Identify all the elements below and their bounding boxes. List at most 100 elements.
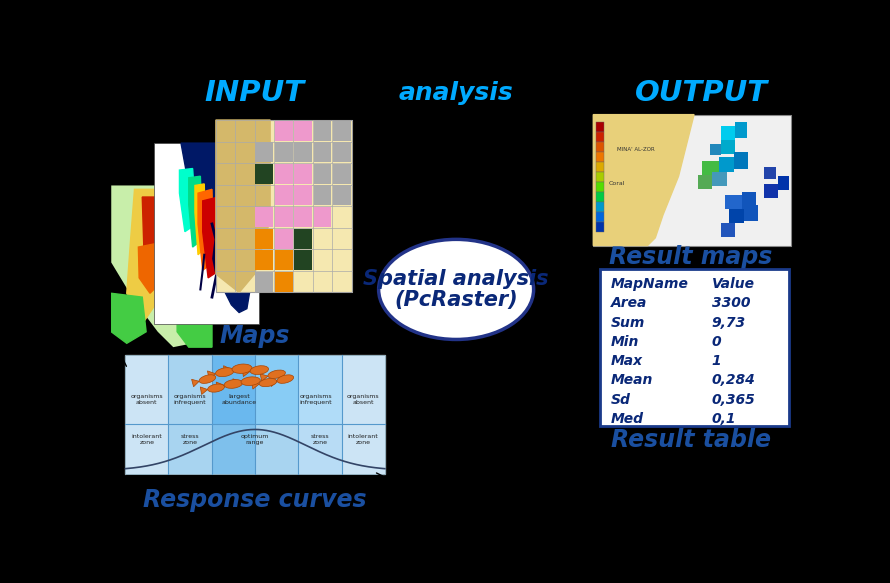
FancyBboxPatch shape xyxy=(295,185,312,205)
Polygon shape xyxy=(203,197,220,278)
FancyBboxPatch shape xyxy=(295,229,312,248)
Polygon shape xyxy=(181,143,258,312)
Text: 0,284: 0,284 xyxy=(712,373,756,387)
Polygon shape xyxy=(126,189,174,324)
Text: Response curves: Response curves xyxy=(142,487,367,512)
FancyBboxPatch shape xyxy=(313,142,331,162)
Polygon shape xyxy=(270,379,277,387)
FancyBboxPatch shape xyxy=(729,209,744,223)
FancyBboxPatch shape xyxy=(719,157,734,173)
FancyBboxPatch shape xyxy=(764,167,776,180)
FancyBboxPatch shape xyxy=(212,355,255,424)
Text: 1: 1 xyxy=(712,354,722,368)
Polygon shape xyxy=(216,382,224,391)
FancyBboxPatch shape xyxy=(295,207,312,227)
Text: Sd: Sd xyxy=(611,392,631,406)
Text: MINA' AL-ZOR: MINA' AL-ZOR xyxy=(617,147,655,152)
FancyBboxPatch shape xyxy=(596,162,604,171)
Polygon shape xyxy=(216,120,271,293)
Text: 9,73: 9,73 xyxy=(712,315,746,329)
FancyBboxPatch shape xyxy=(721,126,735,140)
FancyBboxPatch shape xyxy=(721,140,735,154)
Text: Area: Area xyxy=(611,296,648,310)
FancyBboxPatch shape xyxy=(275,142,293,162)
FancyBboxPatch shape xyxy=(275,250,293,270)
FancyBboxPatch shape xyxy=(295,250,312,270)
Polygon shape xyxy=(189,176,203,247)
Polygon shape xyxy=(200,387,207,395)
Text: Value: Value xyxy=(712,277,755,291)
FancyBboxPatch shape xyxy=(216,120,352,293)
Ellipse shape xyxy=(277,375,294,384)
FancyBboxPatch shape xyxy=(600,269,789,427)
Text: intolerant
zone: intolerant zone xyxy=(132,434,162,444)
FancyBboxPatch shape xyxy=(275,272,293,292)
FancyBboxPatch shape xyxy=(275,121,293,141)
Text: stress
zone: stress zone xyxy=(181,434,199,444)
FancyBboxPatch shape xyxy=(313,207,331,227)
FancyBboxPatch shape xyxy=(255,142,273,162)
Ellipse shape xyxy=(224,380,243,388)
Text: organisms
infrequent: organisms infrequent xyxy=(300,395,332,405)
Ellipse shape xyxy=(215,368,234,377)
FancyBboxPatch shape xyxy=(168,355,212,424)
Text: Result maps: Result maps xyxy=(610,245,773,269)
FancyBboxPatch shape xyxy=(255,207,273,227)
Text: 0: 0 xyxy=(712,335,722,349)
Polygon shape xyxy=(233,379,241,387)
Polygon shape xyxy=(594,115,694,245)
Ellipse shape xyxy=(268,370,286,378)
Text: Spatial analysis: Spatial analysis xyxy=(363,269,549,289)
Text: Min: Min xyxy=(611,335,640,349)
Polygon shape xyxy=(142,197,166,270)
Text: 3300: 3300 xyxy=(712,296,750,310)
Text: organisms
absent: organisms absent xyxy=(131,395,163,405)
FancyBboxPatch shape xyxy=(275,164,293,184)
FancyBboxPatch shape xyxy=(333,164,351,184)
Polygon shape xyxy=(252,381,259,389)
Text: analysis: analysis xyxy=(399,81,514,105)
FancyBboxPatch shape xyxy=(744,205,758,221)
FancyBboxPatch shape xyxy=(275,229,293,248)
Polygon shape xyxy=(138,243,162,293)
Text: 0,365: 0,365 xyxy=(712,392,756,406)
FancyBboxPatch shape xyxy=(333,185,351,205)
FancyBboxPatch shape xyxy=(735,122,747,138)
FancyBboxPatch shape xyxy=(721,223,735,237)
Text: Result table: Result table xyxy=(611,427,771,452)
FancyBboxPatch shape xyxy=(596,202,604,212)
FancyBboxPatch shape xyxy=(295,142,312,162)
Text: Mean: Mean xyxy=(611,373,653,387)
FancyBboxPatch shape xyxy=(725,195,742,209)
FancyBboxPatch shape xyxy=(125,424,168,474)
FancyBboxPatch shape xyxy=(596,142,604,152)
FancyBboxPatch shape xyxy=(342,355,384,424)
Text: low: low xyxy=(139,479,155,489)
Text: organisms
absent: organisms absent xyxy=(347,395,379,405)
Ellipse shape xyxy=(259,378,277,387)
Text: intolerant
zone: intolerant zone xyxy=(348,434,378,444)
FancyBboxPatch shape xyxy=(596,212,604,222)
Text: high: high xyxy=(366,479,387,489)
Polygon shape xyxy=(223,366,232,375)
FancyBboxPatch shape xyxy=(125,355,384,474)
FancyBboxPatch shape xyxy=(333,121,351,141)
Ellipse shape xyxy=(241,377,261,385)
Text: Maps: Maps xyxy=(219,324,290,347)
FancyBboxPatch shape xyxy=(698,175,712,188)
FancyBboxPatch shape xyxy=(298,424,342,474)
FancyBboxPatch shape xyxy=(702,161,719,175)
Polygon shape xyxy=(177,308,212,347)
FancyBboxPatch shape xyxy=(342,424,384,474)
FancyBboxPatch shape xyxy=(255,250,273,270)
FancyBboxPatch shape xyxy=(298,355,342,424)
Ellipse shape xyxy=(207,384,224,392)
Polygon shape xyxy=(207,371,215,379)
Text: Max: Max xyxy=(611,354,643,368)
FancyBboxPatch shape xyxy=(154,143,258,324)
Text: stress
zone: stress zone xyxy=(311,434,329,444)
FancyBboxPatch shape xyxy=(742,192,756,209)
Polygon shape xyxy=(242,368,250,377)
FancyBboxPatch shape xyxy=(313,164,331,184)
Text: Coral: Coral xyxy=(609,181,626,187)
